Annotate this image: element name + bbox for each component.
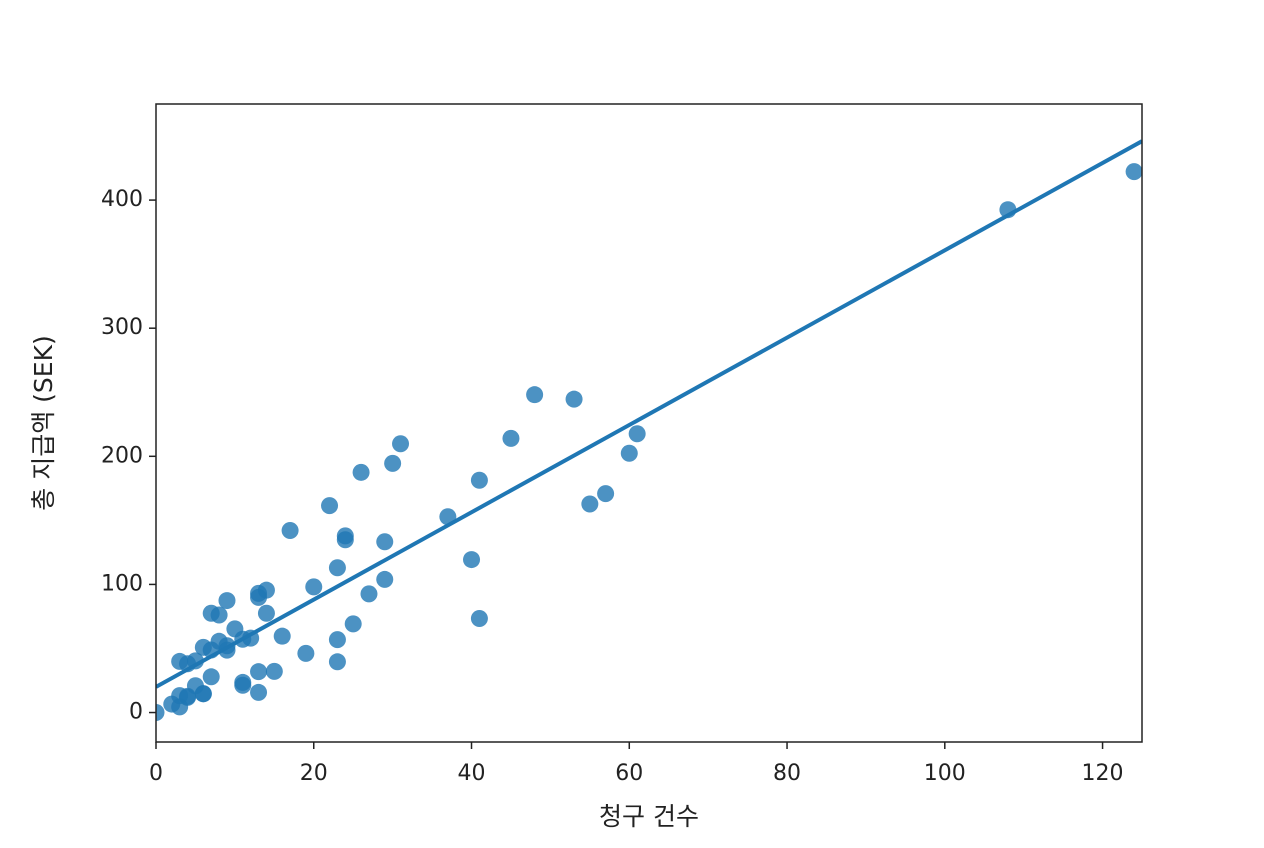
y-tick-label: 100 — [101, 571, 143, 596]
point — [305, 578, 323, 596]
point — [328, 653, 346, 671]
point — [321, 497, 339, 515]
point — [463, 551, 481, 569]
x-axis-label: 청구 건수 — [599, 802, 699, 831]
y-tick-label: 400 — [101, 187, 143, 212]
point — [265, 662, 283, 680]
point — [384, 454, 402, 472]
x-tick-label: 60 — [615, 761, 643, 786]
point — [156, 704, 165, 722]
y-tick-label: 0 — [129, 700, 143, 725]
point — [194, 638, 212, 656]
point — [281, 521, 299, 539]
plot-area — [156, 139, 1142, 722]
point — [328, 559, 346, 577]
x-tick-label: 40 — [458, 761, 486, 786]
point — [470, 471, 488, 489]
point — [210, 632, 228, 650]
y-axis-label: 총 지급액 (SEK) — [29, 335, 58, 510]
point — [250, 683, 268, 701]
point — [257, 604, 275, 622]
point — [344, 615, 362, 633]
y-tick-label: 200 — [101, 443, 143, 468]
point — [392, 435, 410, 453]
point — [273, 627, 291, 645]
point — [336, 527, 354, 545]
point — [171, 652, 189, 670]
point — [502, 429, 520, 447]
point — [526, 386, 544, 404]
point — [1125, 163, 1142, 181]
point — [581, 495, 599, 513]
x-tick-label: 0 — [149, 761, 163, 786]
x-tick-label: 120 — [1082, 761, 1124, 786]
point — [250, 663, 268, 681]
point — [210, 606, 228, 624]
point — [257, 581, 275, 599]
point — [620, 444, 638, 462]
point — [352, 463, 370, 481]
point — [376, 533, 394, 551]
x-tick-label: 80 — [773, 761, 801, 786]
point — [628, 425, 646, 443]
point — [194, 685, 212, 703]
point — [179, 687, 197, 705]
plot-frame — [155, 103, 1143, 743]
point — [328, 631, 346, 649]
point — [202, 668, 220, 686]
point — [565, 390, 583, 408]
point — [218, 592, 236, 610]
x-tick-label: 100 — [924, 761, 966, 786]
point — [470, 609, 488, 627]
x-tick-label: 20 — [300, 761, 328, 786]
point — [297, 644, 315, 662]
point — [234, 676, 252, 694]
y-tick-label: 300 — [101, 315, 143, 340]
point — [360, 585, 378, 603]
point — [597, 485, 615, 503]
regression-line — [156, 139, 1142, 689]
point — [376, 570, 394, 588]
